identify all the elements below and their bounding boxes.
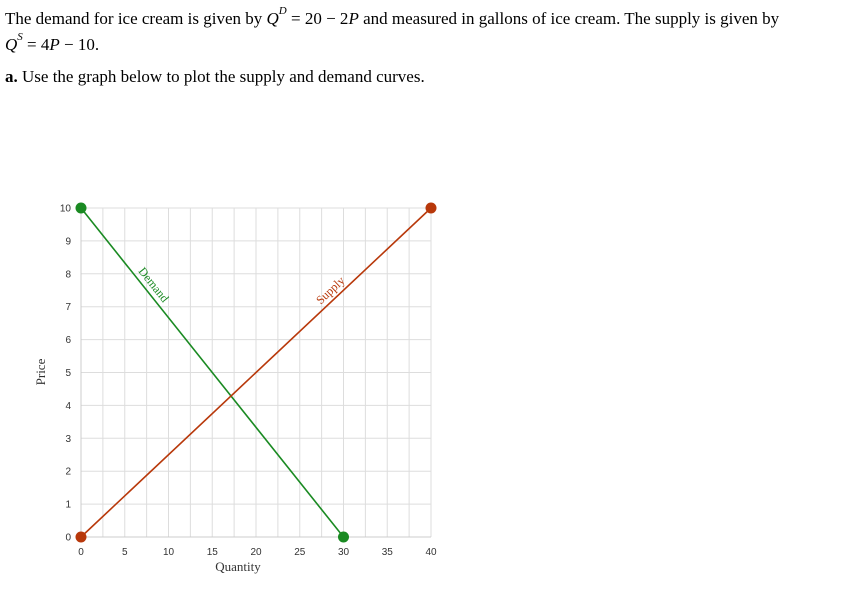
demand-q-sup: D bbox=[278, 5, 287, 17]
supply-rhs-b: − 10. bbox=[64, 35, 100, 54]
y-tick-label: 10 bbox=[60, 204, 72, 215]
part-a-instruction: a. Use the graph below to plot the suppl… bbox=[5, 67, 425, 87]
x-tick-label: 5 bbox=[122, 547, 128, 558]
demand-point bbox=[338, 531, 349, 543]
y-tick-label: 8 bbox=[65, 269, 71, 280]
supply-q: Q bbox=[5, 35, 18, 54]
y-tick-label: 0 bbox=[65, 533, 71, 544]
supply-rhs-a: = 4 bbox=[27, 35, 50, 54]
y-tick-label: 5 bbox=[65, 368, 71, 379]
y-axis-ticks: 0 1 2 3 4 5 6 7 8 9 10 bbox=[60, 204, 72, 544]
intro-text: The demand for ice cream is given by bbox=[5, 9, 263, 28]
y-tick-label: 7 bbox=[65, 302, 71, 313]
part-text: Use the graph below to plot the supply a… bbox=[22, 67, 425, 86]
x-tick-label: 15 bbox=[207, 547, 219, 558]
x-axis-ticks: 0 5 10 15 20 25 30 35 40 bbox=[78, 547, 437, 558]
x-axis-title: Quantity bbox=[215, 559, 261, 574]
demand-rhs: = 20 − 2 bbox=[291, 9, 349, 28]
x-tick-label: 20 bbox=[250, 547, 262, 558]
y-tick-label: 4 bbox=[65, 401, 71, 412]
demand-p: P bbox=[348, 9, 359, 28]
supply-q-sup: S bbox=[17, 31, 23, 43]
x-tick-label: 30 bbox=[338, 547, 350, 558]
y-tick-label: 2 bbox=[65, 467, 71, 478]
supply-point bbox=[75, 531, 87, 543]
y-axis-title: Price bbox=[33, 358, 48, 385]
demand-q: Q bbox=[266, 9, 279, 28]
supply-line bbox=[80, 207, 432, 538]
y-tick-label: 3 bbox=[65, 434, 71, 445]
middle-text: and measured in gallons of ice cream. Th… bbox=[363, 9, 780, 28]
demand-line bbox=[80, 207, 345, 538]
y-tick-label: 6 bbox=[65, 335, 71, 346]
x-tick-label: 0 bbox=[78, 547, 84, 558]
supply-point bbox=[425, 202, 437, 214]
supply-p: P bbox=[49, 35, 60, 54]
problem-statement: The demand for ice cream is given by QD … bbox=[5, 5, 845, 58]
x-tick-label: 35 bbox=[382, 547, 394, 558]
x-tick-label: 10 bbox=[163, 547, 175, 558]
demand-point bbox=[75, 202, 87, 214]
x-tick-label: 25 bbox=[294, 547, 306, 558]
part-label: a. bbox=[5, 67, 18, 86]
x-tick-label: 40 bbox=[425, 547, 437, 558]
y-tick-label: 1 bbox=[65, 500, 71, 511]
y-tick-label: 9 bbox=[65, 236, 71, 247]
